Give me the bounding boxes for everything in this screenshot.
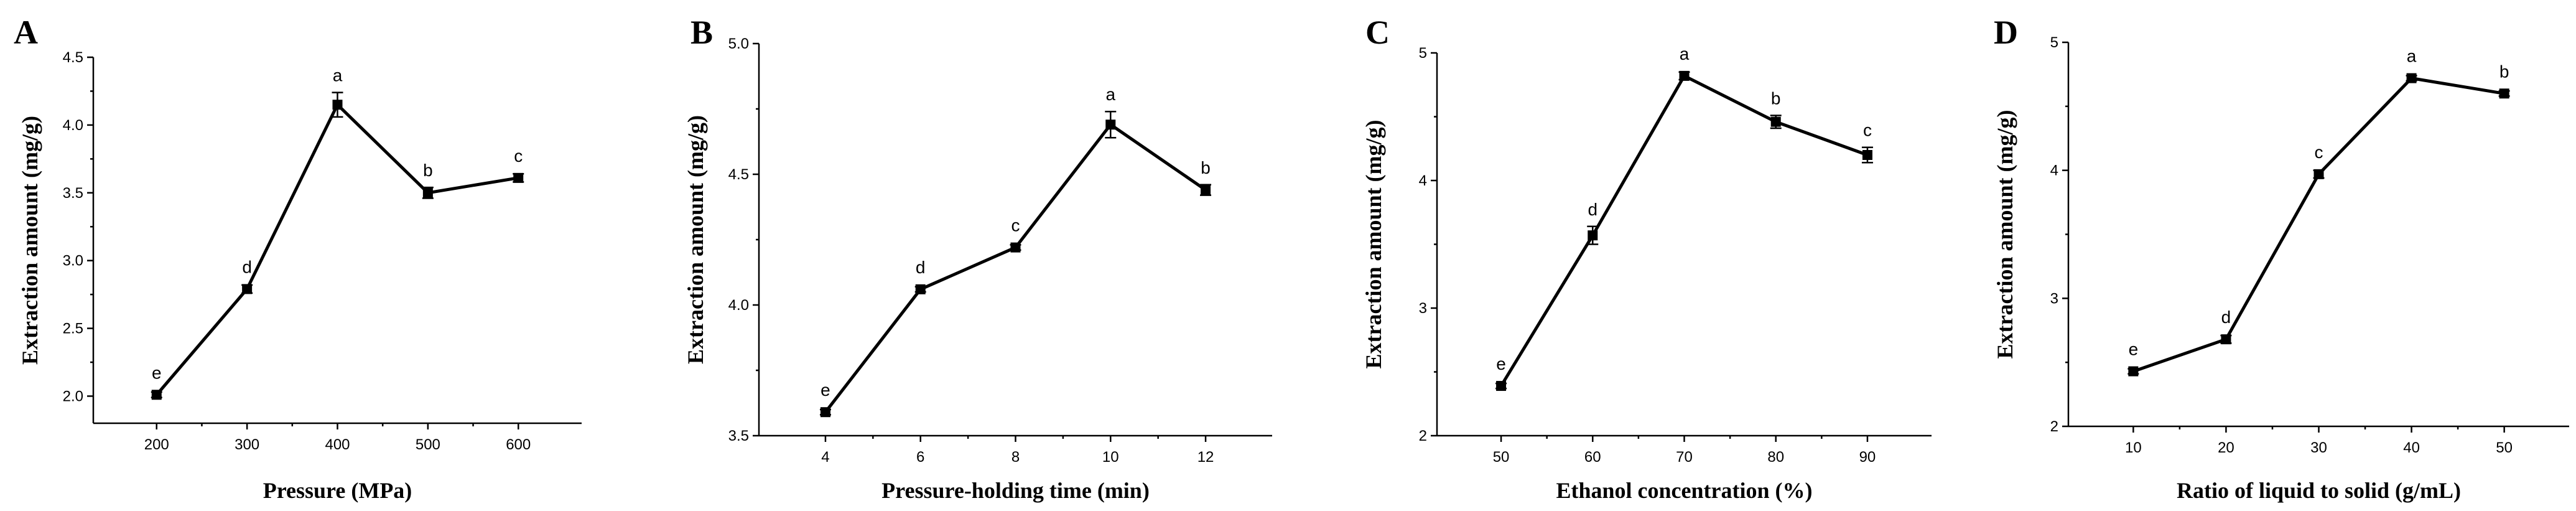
y-tick-label: 3.5 bbox=[63, 185, 83, 202]
significance-label: e bbox=[152, 363, 162, 382]
x-tick-label: 10 bbox=[2125, 439, 2142, 456]
significance-label: e bbox=[2129, 340, 2139, 359]
y-tick-label: 4 bbox=[2050, 162, 2058, 179]
significance-label: a bbox=[1680, 44, 1690, 63]
x-tick-label: 20 bbox=[2218, 439, 2234, 456]
data-point bbox=[1679, 70, 1690, 81]
significance-label: e bbox=[821, 380, 830, 400]
y-axis-title: Extraction amount (mg/g) bbox=[17, 116, 42, 365]
series-line bbox=[1499, 73, 1868, 387]
x-tick-label: 80 bbox=[1767, 449, 1784, 466]
series-line bbox=[155, 102, 519, 396]
data-point bbox=[1770, 116, 1781, 127]
x-tick-label: 500 bbox=[416, 436, 440, 453]
data-point bbox=[2128, 366, 2139, 377]
x-tick-label: 600 bbox=[506, 436, 531, 453]
data-point bbox=[1010, 242, 1021, 253]
x-axis-title: Pressure (MPa) bbox=[263, 478, 412, 503]
significance-label: c bbox=[514, 146, 523, 166]
chart-panel-c: C 2 3 4 5 50 60 70 80 90 Ethanol concentration (%)… bbox=[1361, 14, 1932, 503]
y-tick-label: 2.0 bbox=[63, 388, 83, 405]
chart-panel-d: D 2 3 4 5 10 20 30 40 50 Ratio of liquid to solid … bbox=[1992, 14, 2569, 503]
panel-letter: D bbox=[1994, 14, 2018, 51]
x-tick-label: 300 bbox=[235, 436, 259, 453]
y-tick-label: 4.0 bbox=[63, 117, 83, 134]
y-axis-title: Extraction amount (mg/g) bbox=[1992, 110, 2017, 359]
series-line bbox=[824, 122, 1207, 413]
y-tick-label: 5.0 bbox=[728, 35, 749, 52]
x-axis-title: Pressure-holding time (min) bbox=[881, 478, 1150, 503]
x-tick-label: 200 bbox=[144, 436, 169, 453]
data-point bbox=[242, 284, 253, 294]
significance-label: b bbox=[2499, 62, 2509, 81]
significance-label: d bbox=[916, 258, 926, 277]
x-tick-label: 50 bbox=[2496, 439, 2513, 456]
chart-panel-b: B 3.5 4.0 4.5 5.0 4 6 8 10 12 Pressure-holding tim… bbox=[683, 14, 1272, 503]
significance-label: d bbox=[2221, 307, 2231, 327]
significance-label: d bbox=[1588, 200, 1597, 219]
significance-label: b bbox=[1771, 88, 1781, 108]
data-point bbox=[2313, 169, 2324, 179]
significance-label: a bbox=[2407, 47, 2417, 66]
data-point bbox=[2499, 88, 2509, 99]
x-tick-label: 12 bbox=[1197, 449, 1214, 466]
significance-label: b bbox=[1201, 158, 1211, 177]
data-point bbox=[1862, 150, 1872, 160]
x-axis-title: Ethanol concentration (%) bbox=[1556, 478, 1813, 503]
data-point bbox=[2406, 73, 2417, 83]
x-tick-label: 10 bbox=[1102, 449, 1119, 466]
y-tick-label: 4.5 bbox=[63, 49, 83, 66]
y-tick-label: 2 bbox=[1419, 428, 1427, 444]
significance-label: c bbox=[1011, 216, 1020, 235]
x-tick-label: 60 bbox=[1584, 449, 1601, 466]
data-point bbox=[151, 390, 162, 400]
significance-label: d bbox=[242, 257, 252, 276]
y-tick-label: 4.5 bbox=[728, 166, 749, 183]
data-point bbox=[820, 407, 830, 418]
x-tick-label: 40 bbox=[2403, 439, 2420, 456]
data-point bbox=[2221, 334, 2231, 345]
panel-letter: A bbox=[14, 14, 38, 51]
data-point bbox=[1201, 185, 1211, 195]
series-line bbox=[2132, 76, 2505, 373]
y-tick-label: 2 bbox=[2050, 418, 2058, 435]
panel-letter: B bbox=[690, 14, 713, 51]
data-point bbox=[1105, 120, 1116, 130]
y-tick-label: 3.5 bbox=[728, 428, 749, 444]
significance-label: e bbox=[1496, 354, 1506, 373]
y-tick-label: 3.0 bbox=[63, 253, 83, 270]
data-point bbox=[1588, 230, 1598, 241]
x-tick-label: 4 bbox=[821, 449, 829, 466]
significance-label: a bbox=[333, 66, 343, 85]
x-tick-label: 8 bbox=[1011, 449, 1020, 466]
data-point bbox=[513, 172, 524, 183]
y-tick-label: 5 bbox=[2050, 34, 2058, 51]
x-tick-label: 90 bbox=[1859, 449, 1876, 466]
x-tick-label: 400 bbox=[325, 436, 350, 453]
y-axis-title: Extraction amount (mg/g) bbox=[683, 115, 708, 364]
significance-label: c bbox=[2315, 143, 2323, 162]
x-tick-label: 6 bbox=[916, 449, 924, 466]
data-point bbox=[422, 187, 433, 198]
y-axis-title: Extraction amount (mg/g) bbox=[1361, 120, 1386, 369]
significance-label: c bbox=[1863, 121, 1872, 140]
x-tick-label: 50 bbox=[1493, 449, 1510, 466]
x-tick-label: 30 bbox=[2310, 439, 2327, 456]
data-point bbox=[1496, 381, 1507, 391]
significance-label: b bbox=[423, 161, 433, 180]
x-tick-label: 70 bbox=[1676, 449, 1693, 466]
y-tick-label: 5 bbox=[1419, 45, 1427, 62]
y-tick-label: 3 bbox=[2050, 290, 2058, 307]
x-axis-title: Ratio of liquid to solid (g/mL) bbox=[2177, 478, 2461, 503]
y-tick-label: 3 bbox=[1419, 300, 1427, 317]
chart-panel-a: A 2.0 2.5 3.0 3.5 4.0 4.5 200 300 400 500 600 Pressu… bbox=[14, 14, 582, 503]
data-point bbox=[915, 284, 926, 294]
y-tick-label: 4.0 bbox=[728, 297, 749, 314]
significance-label: a bbox=[1105, 85, 1115, 104]
y-tick-label: 2.5 bbox=[63, 321, 83, 337]
data-point bbox=[332, 100, 343, 110]
y-tick-label: 4 bbox=[1419, 172, 1427, 189]
panel-letter: C bbox=[1365, 14, 1390, 51]
